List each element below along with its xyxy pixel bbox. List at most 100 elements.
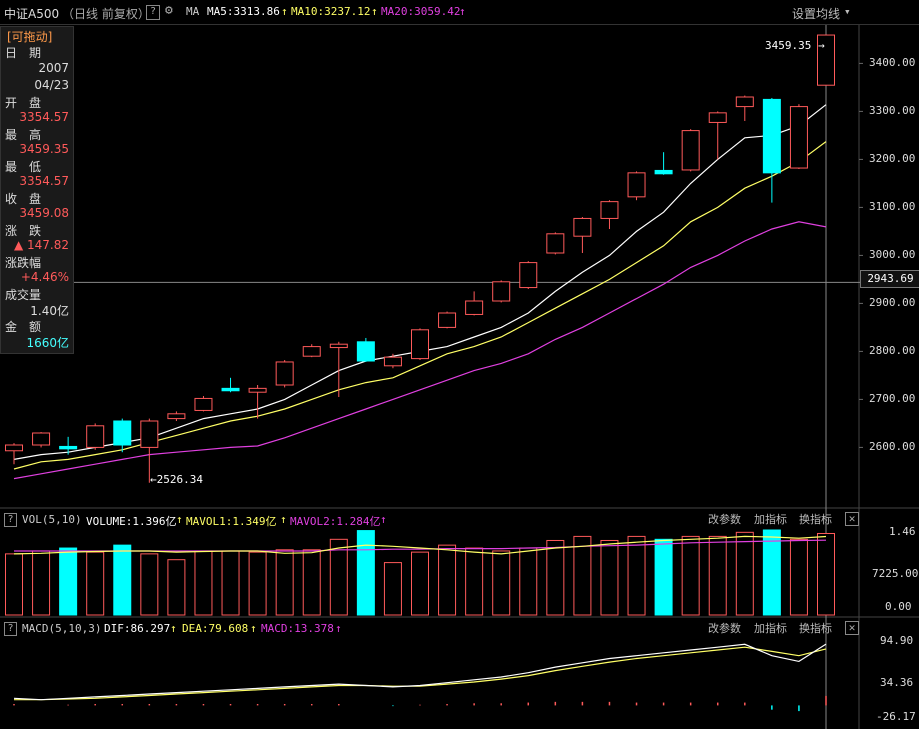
up-arrow-icon: ↑ [280, 513, 287, 526]
volume-bar [519, 547, 538, 616]
volume-bar [654, 538, 673, 616]
volume-bar [248, 551, 267, 616]
candle-body [492, 281, 511, 302]
open-value: 3354.57 [19, 110, 69, 124]
adjust-mode[interactable]: （日线 前复权） [62, 7, 150, 21]
arrow-left-icon: ← [150, 473, 157, 486]
price-tick-label: 3300.00 [869, 104, 916, 118]
volume-bar [817, 532, 835, 616]
mavol2-value: MAVOL2:1.284亿 [290, 515, 381, 528]
macd-title: MACD(5,10,3) [22, 622, 102, 635]
ma5-value: MA5:3313.86 [207, 5, 280, 18]
volume-bar [329, 538, 348, 616]
low-value: 3354.57 [19, 174, 69, 188]
close-icon[interactable]: ✕ [845, 621, 859, 635]
candle-body [681, 130, 700, 171]
candle-body [383, 356, 402, 367]
dif-value: DIF:86.297 [104, 622, 171, 635]
amount-label: 金 额 [5, 320, 42, 334]
volume-bar [411, 551, 429, 616]
candle-body [113, 420, 132, 446]
candle-body [275, 361, 294, 386]
chart-header: 中证A500 （日线 前复权） ? ⚙ MA MA5:3313.86 ↑ MA1… [0, 0, 919, 25]
ma-label: MA [186, 5, 200, 18]
macd-panel-header: ? MACD(5,10,3) DIF:86.297 ↑ DEA:79.608 ↑… [0, 619, 919, 637]
ma20-trend-icon: ↑ [459, 5, 466, 18]
price-tick-label: 2800.00 [869, 344, 916, 358]
close-icon[interactable]: ✕ [845, 512, 859, 526]
volume-bar [681, 535, 700, 616]
change-params-button[interactable]: 改参数 [708, 513, 741, 526]
candle-body [59, 445, 78, 450]
add-indicator-button[interactable]: 加指标 [754, 622, 787, 635]
volume-bar [708, 535, 727, 616]
change-params-button[interactable]: 改参数 [708, 622, 741, 635]
switch-indicator-button[interactable]: 换指标 [799, 513, 832, 526]
switch-indicator-button[interactable]: 换指标 [799, 622, 832, 635]
candle-body [302, 346, 321, 357]
candle-body [329, 343, 348, 349]
volume-value: 1.40亿 [30, 304, 69, 318]
candle-body [221, 387, 240, 392]
vol-value: VOLUME:1.396亿 [86, 515, 177, 528]
low-label: 最 低 [5, 160, 42, 174]
candle-body [248, 387, 267, 393]
gear-icon[interactable]: ⚙ [165, 3, 173, 18]
candle-body [194, 397, 213, 411]
candle-body [86, 425, 105, 448]
help-icon[interactable]: ? [146, 5, 160, 20]
volume-panel-header: ? VOL(5,10) VOLUME:1.396亿 ↑ MAVOL1:1.349… [0, 510, 919, 528]
candle-body [654, 169, 673, 175]
candle-body [32, 432, 51, 446]
price-tick-label: 2700.00 [869, 392, 916, 406]
dif-line [13, 643, 827, 701]
candle-body [817, 34, 835, 86]
help-icon[interactable]: ? [4, 513, 17, 527]
change-label: 涨 跌 [5, 224, 42, 238]
pct-label: 涨跌幅 [5, 256, 42, 270]
high-label: 最 高 [5, 128, 42, 142]
change-value: ▲ 147.82 [13, 238, 69, 252]
info-panel[interactable]: [可拖动] 日 期 2007 04/23 开 盘 3354.57 最 高 345… [0, 26, 74, 354]
drag-handle[interactable]: [可拖动] [7, 30, 53, 44]
macd-value: MACD:13.378 [261, 622, 334, 635]
symbol-title[interactable]: 中证A500 [4, 7, 60, 21]
price-tick-label: 3000.00 [869, 248, 916, 262]
candle-body [789, 106, 808, 169]
macd-tick-top: 94.90 [880, 634, 914, 647]
volume-bar [113, 544, 132, 616]
open-label: 开 盘 [5, 96, 42, 110]
ma20-value: MA20:3059.42 [381, 5, 461, 18]
date-label: 日 期 [5, 46, 42, 60]
vol-tick-top: 1.46 [889, 525, 916, 538]
ma10-line [13, 141, 827, 470]
volume-bar [492, 550, 511, 616]
volume-bar [627, 535, 646, 616]
candle-body [140, 420, 159, 448]
close-label: 收 盘 [5, 192, 42, 206]
kline-chart[interactable] [0, 25, 919, 729]
candle-body [600, 201, 619, 219]
candle-body [708, 112, 727, 123]
ma-settings-button[interactable]: 设置均线 [792, 7, 841, 21]
candle-body [519, 262, 538, 289]
dea-line [14, 646, 827, 701]
candle-body [438, 312, 457, 328]
help-icon[interactable]: ? [4, 622, 17, 636]
chevron-down-icon[interactable]: ▾ [844, 5, 851, 18]
ma10-arrow-icon: ↑ [281, 5, 288, 18]
volume-bar [735, 531, 754, 616]
mavol1-line [13, 535, 827, 555]
candle-body [762, 98, 781, 174]
crosshair-price-label: 2943.69 [860, 270, 919, 288]
volume-bar [275, 549, 294, 616]
macd-tick-bottom: -26.17 [876, 710, 916, 723]
volume-bar [86, 551, 105, 616]
add-indicator-button[interactable]: 加指标 [754, 513, 787, 526]
volume-bar [32, 550, 51, 616]
volume-bar [221, 550, 240, 616]
volume-bar [5, 553, 23, 616]
price-tick-label: 3400.00 [869, 56, 916, 70]
price-tick-label: 3100.00 [869, 200, 916, 214]
high-annotation-value: 3459.35 [765, 39, 812, 52]
